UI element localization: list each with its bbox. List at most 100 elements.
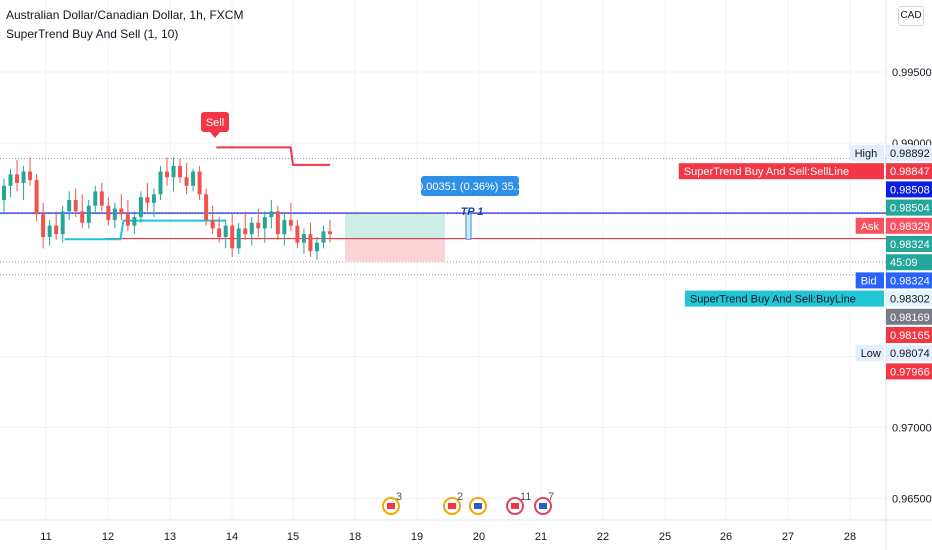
blue-line-label-value: 0.98508	[890, 184, 930, 196]
candle-body	[282, 219, 287, 235]
measure-bar	[465, 212, 472, 240]
supertrend-sell-line	[216, 146, 331, 166]
countdown-label-value: 45:09	[890, 257, 918, 269]
candle-body	[217, 228, 222, 237]
candle-body	[54, 225, 59, 235]
candle-body	[34, 180, 39, 215]
buy-line-label-value: 0.98302	[890, 294, 930, 306]
candle-body	[80, 211, 85, 223]
red-label-2-value-box	[886, 363, 932, 380]
time-tick: 11	[40, 531, 51, 543]
event-au-7[interactable]: 7	[534, 491, 554, 515]
candle-body	[99, 191, 104, 206]
tp-label: TP 1	[461, 206, 484, 218]
australia-flag-icon-mark	[474, 503, 482, 509]
high-label-value-box	[886, 145, 932, 161]
candle-body	[256, 222, 261, 229]
price-tick: 0.99500	[892, 67, 932, 79]
bid-label[interactable]: 0.98324 Bid	[855, 272, 932, 289]
buy-line-label[interactable]: 0.98302 SuperTrend Buy And Sell:BuyLine	[684, 290, 932, 307]
last-price-label[interactable]: 0.98504	[886, 199, 932, 216]
candle-body	[165, 171, 169, 178]
chart-title: Australian Dollar/Canadian Dollar, 1h, F…	[6, 8, 244, 22]
candle-body	[184, 177, 189, 186]
sell-line-label-value: 0.98847	[890, 166, 930, 178]
time-tick: 12	[102, 531, 114, 543]
candle-body	[275, 211, 280, 235]
event-au[interactable]	[469, 497, 487, 515]
high-label-prefix-box	[849, 145, 884, 161]
indicator-legend[interactable]: SuperTrend Buy And Sell (1, 10)	[6, 27, 179, 41]
red-label-2[interactable]: 0.97966	[886, 363, 932, 380]
event-au-7-count: 7	[548, 491, 554, 503]
price-tick: 0.97000	[892, 423, 932, 435]
gray-label-value: 0.98169	[890, 312, 930, 324]
candle-body	[308, 234, 313, 252]
buy-line-label-prefix-box	[684, 290, 884, 307]
time-tick: 25	[659, 531, 671, 543]
canada-flag-icon-mark	[448, 503, 456, 509]
sell-line-label-prefix-box	[678, 163, 884, 180]
last-price-label-value-box	[886, 199, 932, 216]
candle-body	[262, 217, 267, 229]
red-line-label-value: 0.98324	[890, 239, 930, 251]
event-ca-11[interactable]: 11	[506, 491, 531, 515]
time-tick: 14	[226, 531, 238, 543]
candle-body	[204, 194, 209, 220]
candle-body	[15, 174, 20, 183]
gray-label[interactable]: 0.98169	[886, 308, 932, 325]
countdown-label[interactable]: 45:09	[886, 254, 932, 271]
sell-signal-flag	[201, 112, 229, 132]
event-ca-3[interactable]: 3	[382, 491, 402, 515]
red-label-2-value: 0.97966	[890, 366, 930, 378]
candle-body	[314, 242, 319, 252]
time-tick: 18	[349, 531, 361, 543]
candle-body	[269, 211, 274, 218]
candle-body	[151, 194, 156, 203]
candle-body	[119, 208, 124, 215]
event-ca-11-count: 11	[520, 491, 531, 503]
candle-body	[178, 165, 183, 178]
low-label-value-box	[886, 345, 932, 362]
ask-label-value: 0.98329	[890, 221, 930, 233]
price-tick: 0.96500	[892, 494, 932, 506]
candle-body	[191, 171, 196, 186]
candle-body	[67, 200, 72, 212]
high-label[interactable]: 0.98892 High	[849, 145, 932, 161]
blue-line-label[interactable]: 0.98508	[886, 181, 932, 198]
time-tick: 13	[164, 531, 176, 543]
candle-body	[41, 214, 46, 237]
candle-body	[125, 214, 130, 226]
ask-label[interactable]: 0.98329 Ask	[855, 217, 932, 234]
ask-label-value-box	[886, 217, 932, 234]
event-ca-2[interactable]: 2	[443, 491, 463, 515]
candle-body	[223, 225, 228, 237]
candle-body	[47, 225, 52, 237]
candle-body	[249, 222, 254, 235]
time-tick: 20	[473, 531, 485, 543]
candle-body	[73, 200, 78, 212]
red-line-label[interactable]: 0.98324	[886, 236, 932, 252]
low-label[interactable]: 0.98074 Low	[855, 345, 932, 362]
event-ca-2-count: 2	[457, 491, 463, 503]
candle-body	[93, 191, 98, 206]
candle-body	[295, 225, 300, 243]
red-label-1[interactable]: 0.98165	[886, 327, 932, 343]
sell-line-label-value-box	[886, 163, 932, 180]
bid-label-value-box	[886, 272, 932, 289]
candle-body	[171, 165, 176, 178]
candle-body	[210, 219, 215, 229]
currency-button[interactable]: CAD	[898, 6, 924, 26]
high-label-value: 0.98892	[890, 148, 930, 160]
candle-body	[230, 225, 235, 249]
sell-line-label[interactable]: 0.98847 SuperTrend Buy And Sell:SellLine	[678, 163, 932, 180]
gray-label-value-box	[886, 308, 932, 325]
bid-label-value: 0.98324	[890, 275, 930, 287]
sell-signal-label: Sell	[206, 117, 224, 129]
canada-flag-icon-mark	[511, 503, 519, 509]
low-label-value: 0.98074	[890, 348, 930, 360]
candle-body	[288, 219, 293, 226]
candle-body	[158, 171, 163, 195]
candle-body	[106, 205, 111, 220]
